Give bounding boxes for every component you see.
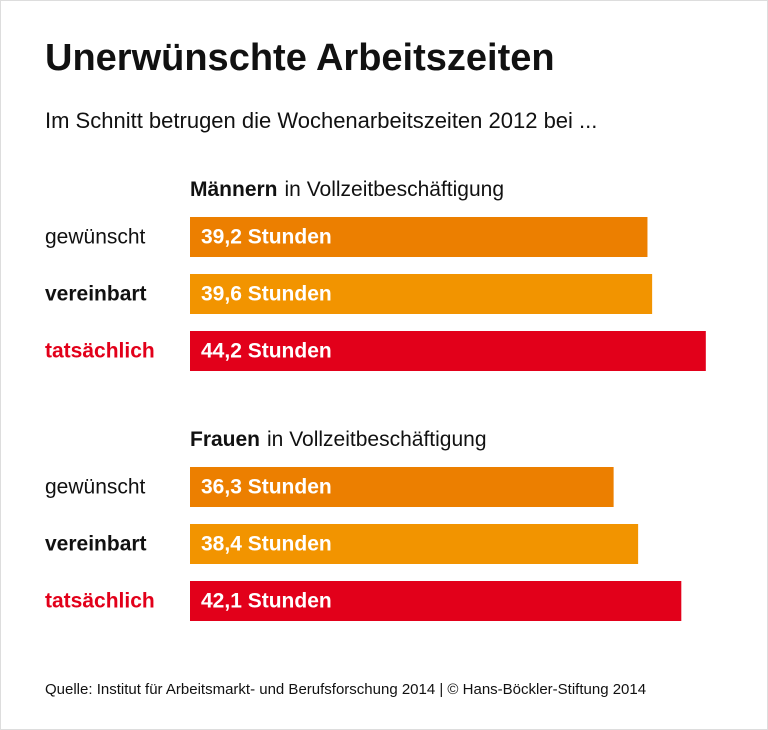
group-suffix: in Vollzeitbeschäftigung	[285, 178, 505, 201]
group-name: Frauen	[190, 428, 260, 451]
category-label: vereinbart	[45, 283, 147, 306]
value-label: 38,4 Stunden	[201, 533, 332, 556]
bar	[190, 581, 682, 621]
value-label: 39,6 Stunden	[201, 283, 332, 306]
category-label: tatsächlich	[45, 590, 155, 613]
category-label: tatsächlich	[45, 340, 155, 363]
bar	[190, 524, 639, 564]
bar	[190, 467, 614, 507]
value-label: 36,3 Stunden	[201, 476, 332, 499]
bar	[190, 274, 653, 314]
category-label: vereinbart	[45, 533, 147, 556]
value-label: 42,1 Stunden	[201, 590, 332, 613]
group-suffix: in Vollzeitbeschäftigung	[267, 428, 487, 451]
value-label: 39,2 Stunden	[201, 226, 332, 249]
group-name: Männern	[190, 178, 278, 201]
source: Quelle: Institut für Arbeitsmarkt- und B…	[45, 681, 646, 698]
category-label: gewünscht	[45, 226, 146, 249]
category-label: gewünscht	[45, 476, 146, 499]
group-label: Männern in Vollzeitbeschäftigung	[190, 178, 504, 201]
group-label: Frauen in Vollzeitbeschäftigung	[190, 428, 487, 451]
chart-title: Unerwünschte Arbeitszeiten	[45, 37, 555, 79]
value-label: 44,2 Stunden	[201, 340, 332, 363]
bar	[190, 331, 706, 371]
subtitle: Im Schnitt betrugen die Wochenarbeitszei…	[45, 108, 597, 133]
bar	[190, 217, 648, 257]
